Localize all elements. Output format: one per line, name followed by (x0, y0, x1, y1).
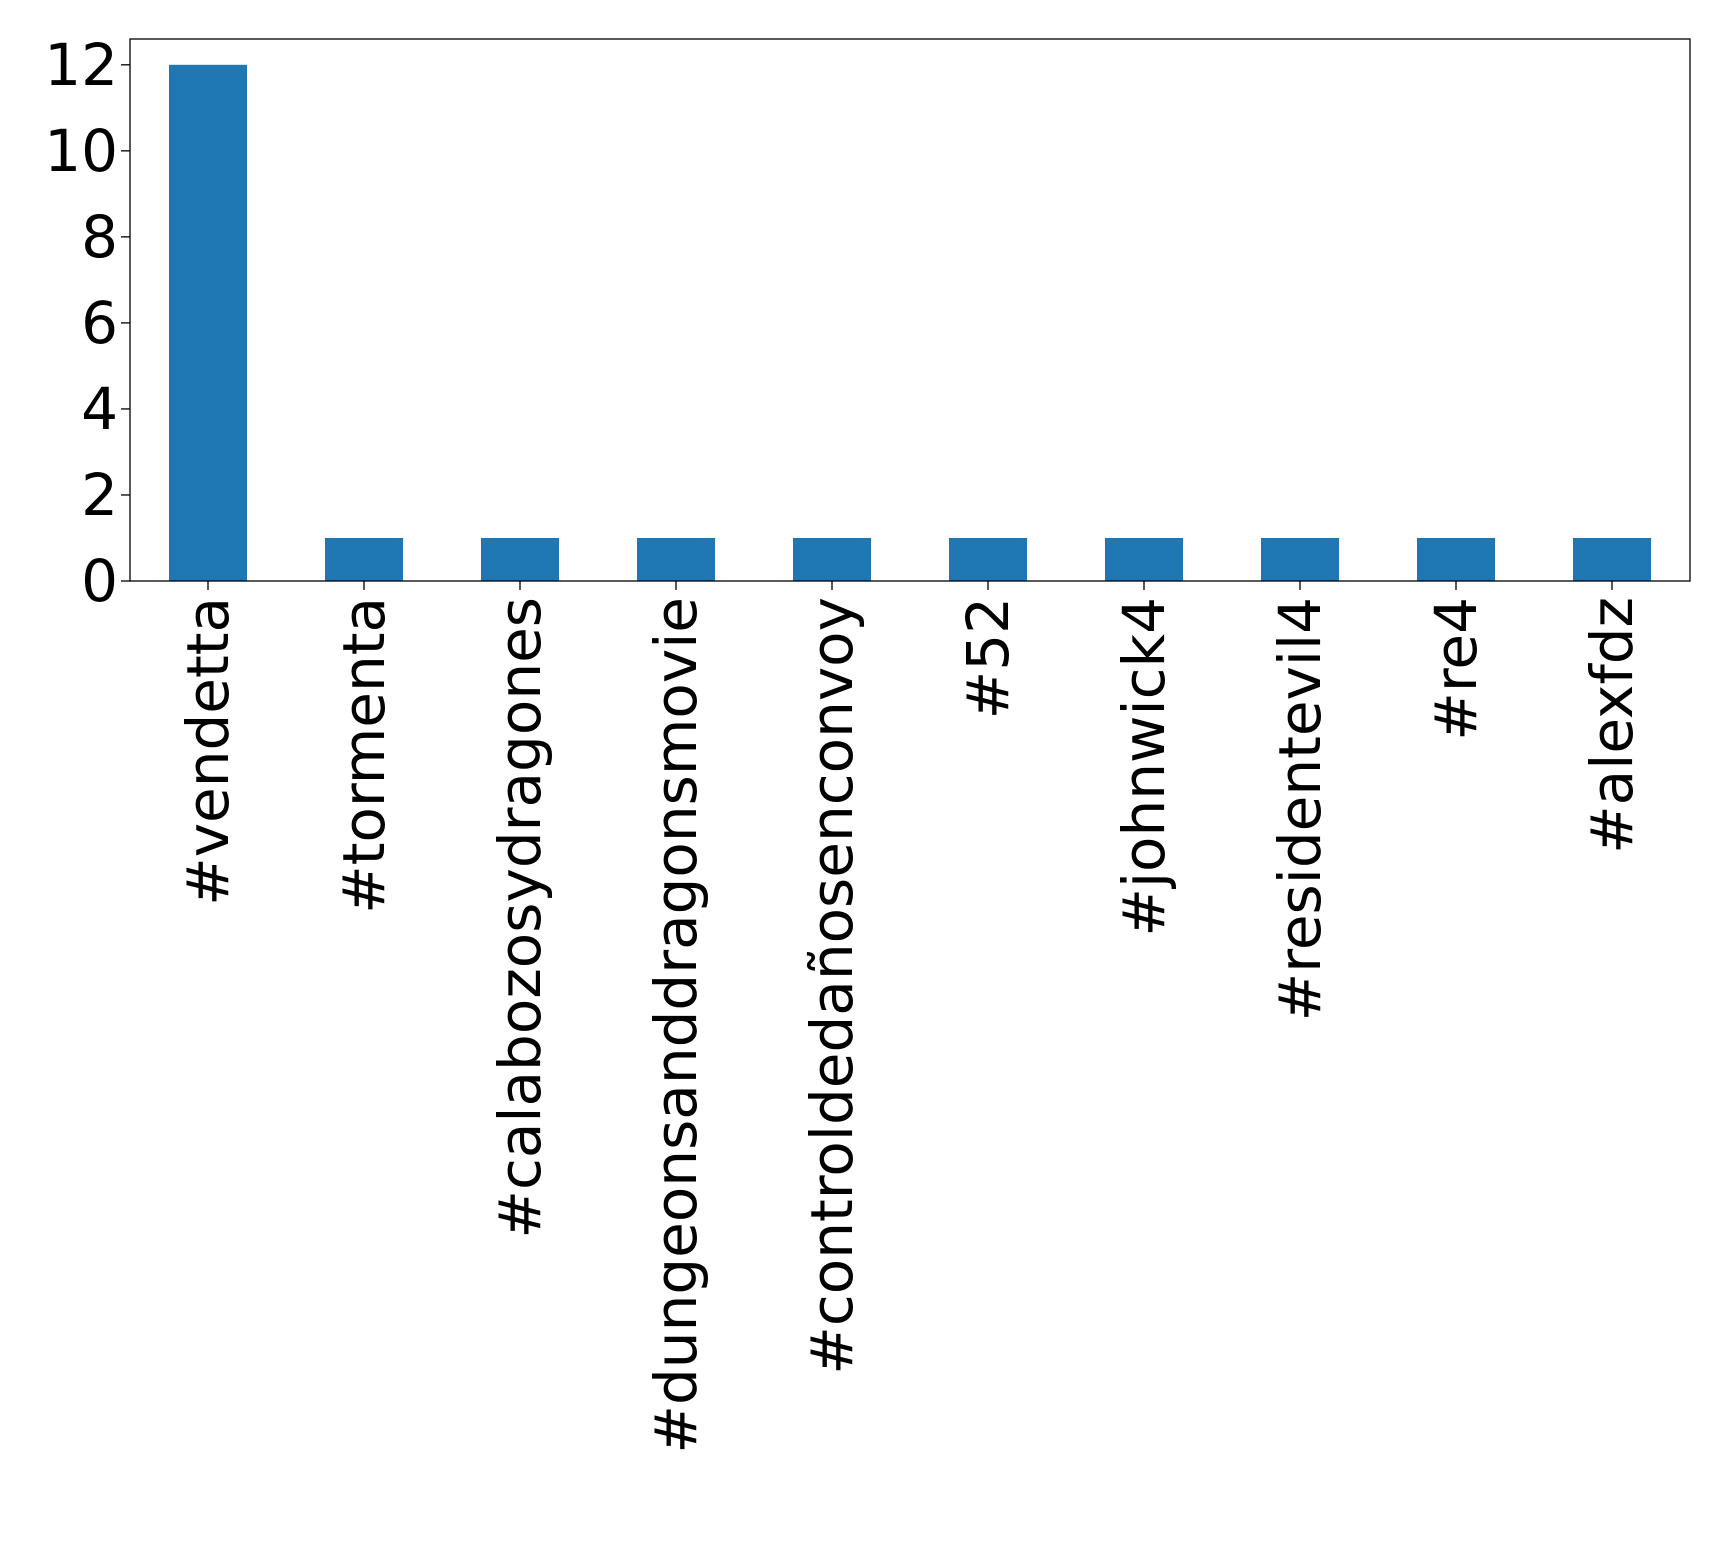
x-tick-label: #johnwick4 (1110, 597, 1178, 937)
x-tick-label: #re4 (1422, 597, 1490, 741)
x-tick-label: #dungeonsanddragonsmovie (642, 597, 710, 1454)
plot-frame (129, 38, 1691, 582)
bar (1417, 537, 1495, 581)
y-axis: 0 2 4 6 8 10 12 (44, 31, 130, 615)
bar (1261, 537, 1339, 581)
bar (1573, 537, 1651, 581)
x-tick-label: #52 (954, 597, 1022, 719)
bar (169, 64, 247, 582)
x-tick-label: #tormenta (330, 597, 398, 914)
x-tick-label: #controldedañosenconvoy (798, 597, 866, 1375)
bar (793, 537, 871, 581)
y-tick-label: 12 (44, 31, 118, 99)
x-axis: #vendetta #tormenta #calabozosydragones #du… (174, 581, 1646, 1454)
bar (1105, 537, 1183, 581)
bar (481, 537, 559, 581)
y-tick-label: 0 (81, 547, 118, 615)
bar (325, 537, 403, 581)
bar (949, 537, 1027, 581)
x-tick-label: #alexfdz (1578, 597, 1646, 854)
y-tick-label: 4 (81, 375, 118, 443)
bars (169, 64, 1651, 582)
y-tick-label: 2 (81, 461, 118, 529)
x-tick-label: #residentevil4 (1266, 597, 1334, 1021)
y-tick-label: 10 (44, 117, 118, 185)
bar (637, 537, 715, 581)
x-tick-label: #vendetta (174, 597, 242, 906)
x-tick-label: #calabozosydragones (486, 597, 554, 1239)
y-tick-label: 8 (81, 203, 118, 271)
y-tick-label: 6 (81, 289, 118, 357)
